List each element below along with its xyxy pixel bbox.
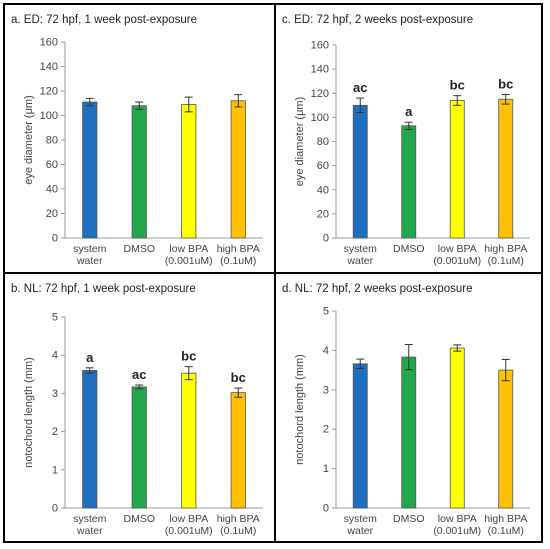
bar-3	[449, 100, 465, 239]
y-tick-label: 140	[40, 61, 58, 73]
bar-1	[352, 363, 368, 509]
bar-1	[82, 370, 98, 509]
y-tick-label: 100	[40, 110, 58, 122]
x-tick-label: system	[73, 243, 107, 255]
x-tick-label: DMSO	[124, 243, 156, 255]
bar-2	[131, 105, 147, 239]
significance-label: ac	[353, 80, 367, 95]
y-tick-label: 140	[311, 64, 329, 76]
chart-panel-d: d. NL: 72 hpf, 2 weeks post-exposure noto…	[282, 283, 530, 537]
y-axis-label: notochord length (mm)	[294, 354, 306, 465]
x-tick-label: (0.1uM)	[220, 525, 256, 537]
x-tick-label: high BPA	[484, 513, 527, 525]
x-tick-label: water	[76, 255, 103, 267]
x-tick-label: (0.001uM)	[433, 525, 481, 537]
x-tick-label: low BPA	[169, 243, 208, 255]
significance-label: a	[405, 104, 413, 119]
y-tick-label: 160	[40, 37, 58, 49]
y-tick-label: 60	[46, 159, 58, 171]
y-tick-label: 4	[323, 345, 329, 357]
x-tick-label: water	[346, 525, 373, 537]
y-tick-label: 160	[311, 40, 329, 52]
y-tick-label: 120	[311, 88, 329, 100]
y-tick-label: 2	[52, 426, 58, 438]
y-tick-label: 0	[323, 503, 329, 515]
bar-2	[131, 386, 147, 509]
bar-2	[401, 356, 417, 509]
y-tick-label: 4	[52, 350, 58, 362]
y-tick-label: 40	[317, 184, 329, 196]
y-tick-label: 40	[46, 184, 58, 196]
x-tick-label: system	[344, 513, 378, 525]
x-tick-label: high BPA	[217, 513, 260, 525]
x-tick-label: (0.001uM)	[165, 255, 213, 267]
y-tick-label: 2	[323, 424, 329, 436]
chart-panel-c: c. ED: 72 hpf, 2 weeks post-exposure eye …	[282, 14, 530, 267]
chart-panel-b: b. NL: 72 hpf, 1 week post-exposure notoc…	[11, 283, 263, 537]
significance-label: bc	[181, 349, 196, 364]
y-tick-label: 3	[323, 384, 329, 396]
bar-1	[82, 101, 98, 239]
x-tick-label: (0.1uM)	[220, 255, 256, 267]
y-axis-label: eye diameter (μm)	[23, 95, 35, 184]
y-tick-label: 0	[323, 233, 329, 245]
chart-panel-a: a. ED: 72 hpf, 1 week post-exposure eye d…	[11, 14, 263, 267]
x-tick-label: DMSO	[393, 513, 425, 525]
x-tick-label: high BPA	[484, 243, 527, 255]
chart-title: c. ED: 72 hpf, 2 weeks post-exposure	[282, 14, 473, 26]
x-tick-label: DMSO	[124, 513, 156, 525]
y-tick-label: 20	[46, 208, 58, 220]
y-tick-label: 1	[52, 464, 58, 476]
chart-title: b. NL: 72 hpf, 1 week post-exposure	[11, 283, 196, 295]
y-tick-label: 80	[317, 136, 329, 148]
significance-label: bc	[498, 76, 513, 91]
bar-3	[449, 347, 465, 509]
bar-1	[352, 104, 368, 239]
x-tick-label: low BPA	[438, 513, 477, 525]
horizontal-divider	[3, 272, 543, 274]
y-tick-label: 20	[317, 208, 329, 220]
y-tick-label: 120	[40, 86, 58, 98]
x-tick-label: (0.001uM)	[165, 525, 213, 537]
x-tick-label: (0.1uM)	[488, 255, 524, 267]
y-tick-label: 80	[46, 135, 58, 147]
significance-label: bc	[450, 78, 465, 93]
x-tick-label: system	[73, 513, 107, 525]
y-axis-label: notochord length (mm)	[23, 357, 35, 468]
bar-3	[181, 372, 197, 509]
y-tick-label: 5	[52, 312, 58, 324]
chart-title: a. ED: 72 hpf, 1 week post-exposure	[11, 14, 197, 26]
x-tick-label: system	[344, 243, 378, 255]
x-tick-label: water	[76, 525, 103, 537]
significance-label: ac	[132, 367, 146, 382]
y-tick-label: 60	[317, 160, 329, 172]
chart-title: d. NL: 72 hpf, 2 weeks post-exposure	[282, 283, 473, 295]
y-tick-label: 1	[323, 463, 329, 475]
bar-4	[498, 98, 514, 239]
bar-3	[181, 104, 197, 239]
significance-label: a	[86, 350, 94, 365]
bar-4	[230, 392, 246, 509]
x-tick-label: (0.001uM)	[433, 255, 481, 267]
x-tick-label: water	[346, 255, 373, 267]
y-tick-label: 0	[52, 233, 58, 245]
x-tick-label: high BPA	[217, 243, 260, 255]
significance-label: bc	[231, 370, 246, 385]
x-tick-label: low BPA	[169, 513, 208, 525]
y-tick-label: 0	[52, 503, 58, 515]
y-tick-label: 5	[323, 306, 329, 318]
bar-2	[401, 125, 417, 239]
y-tick-label: 100	[311, 112, 329, 124]
bar-4	[230, 100, 246, 239]
bar-4	[498, 369, 514, 509]
y-tick-label: 3	[52, 388, 58, 400]
y-axis-label: eye diameter (μm)	[294, 97, 306, 186]
x-tick-label: low BPA	[438, 243, 477, 255]
x-tick-label: (0.1uM)	[488, 525, 524, 537]
x-tick-label: DMSO	[393, 243, 425, 255]
